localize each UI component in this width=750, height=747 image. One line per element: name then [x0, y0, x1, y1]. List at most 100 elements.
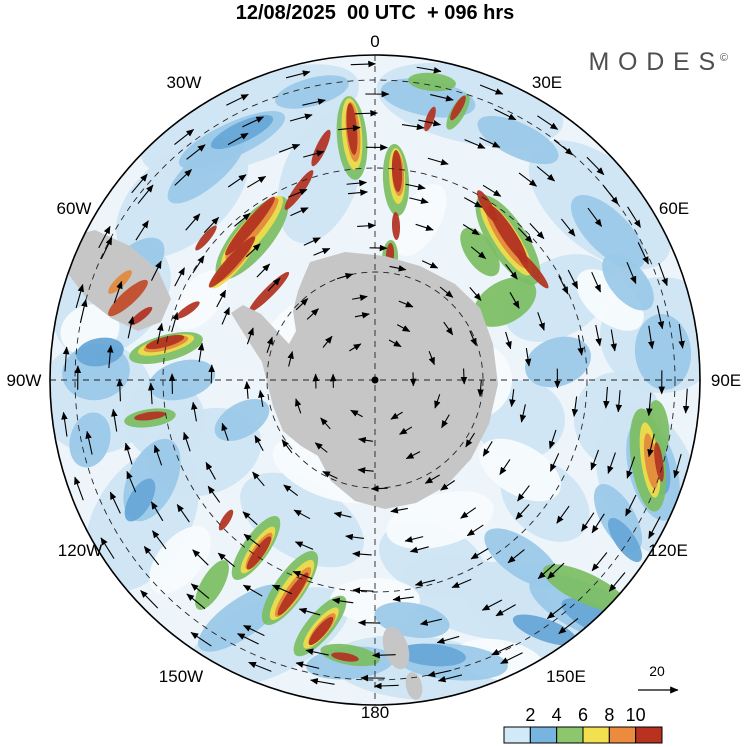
wind-arrow [190, 583, 210, 599]
wave-energy-blob [525, 336, 591, 388]
colorbar-tick-label: 2 [525, 705, 535, 725]
wind-arrow [390, 507, 408, 514]
wind-arrow [464, 139, 486, 149]
map-boundary-circle [49, 54, 701, 706]
longitude-label-30e: 30E [532, 73, 562, 92]
wind-arrow [242, 116, 265, 128]
wave-energy-blob [512, 614, 578, 646]
wind-arrow [558, 275, 569, 295]
longitude-label-30w: 30W [167, 73, 202, 92]
wave-energy-blob [408, 72, 456, 92]
wind-arrow [306, 308, 319, 320]
wind-arrow [234, 212, 251, 227]
wind-arrow [615, 390, 623, 413]
wind-arrow [470, 548, 489, 560]
wave-energy-blob [570, 194, 646, 270]
longitude-label-150e: 150E [546, 667, 586, 686]
wind-arrow [352, 550, 372, 558]
wind-arrow [482, 184, 502, 197]
wind-arrow [227, 132, 249, 146]
wind-arrow [243, 533, 261, 547]
colorbar-segment [503, 726, 531, 744]
wave-energy-blob [515, 249, 549, 289]
wave-energy-blob [391, 212, 401, 240]
wind-arrow [548, 429, 557, 449]
wind-arrow [505, 263, 518, 280]
wave-energy-blob [208, 236, 256, 288]
longitude-label-90w: 90W [7, 371, 42, 390]
wind-arrow [607, 452, 616, 474]
wind-arrow [587, 207, 603, 227]
wind-arrow [350, 409, 363, 418]
wind-arrow [509, 389, 516, 408]
wind-arrow [246, 327, 254, 345]
south-pole-dot [371, 376, 379, 384]
wind-arrow [298, 607, 321, 616]
wind-arrow [626, 261, 637, 285]
wind-arrow [333, 511, 352, 518]
reference-arrow-label: 20 [649, 663, 665, 679]
wind-arrow [427, 669, 452, 678]
wave-energy-blob [108, 279, 148, 317]
wind-arrow [517, 485, 530, 502]
wind-arrow [610, 329, 617, 352]
wind-arrow [479, 84, 504, 95]
wind-arrow [495, 604, 516, 617]
wind-arrow [192, 255, 205, 274]
wind-arrow [185, 213, 201, 231]
wind-arrow [529, 222, 545, 240]
wave-energy-blob [210, 115, 274, 149]
wind-arrow [682, 388, 690, 414]
wind-arrow [295, 661, 320, 669]
wind-arrow [258, 389, 265, 407]
longitude-label-180: 180 [361, 703, 389, 722]
wave-energy-blob [386, 491, 494, 549]
wind-arrow [221, 422, 229, 441]
colorbar-segment [582, 726, 610, 744]
wave-energy-blob [346, 103, 358, 155]
wave-energy-blob [398, 643, 466, 667]
wind-arrow [346, 179, 367, 187]
wave-energy-blob [479, 438, 561, 502]
wave-energy-blob [393, 183, 447, 257]
wind-arrow [537, 563, 556, 580]
wind-arrow [558, 618, 579, 635]
wind-arrow [244, 381, 251, 399]
wind-arrow [602, 185, 619, 205]
wind-arrow [79, 298, 88, 323]
colorbar-tick-label: 6 [578, 705, 588, 725]
wind-arrow [152, 530, 167, 550]
wind-arrow [392, 595, 414, 603]
wind-arrow [131, 173, 148, 194]
wind-arrow [547, 562, 565, 580]
wind-arrow [673, 453, 682, 479]
wave-energy-blob [186, 587, 350, 689]
wind-arrow [100, 537, 115, 559]
wind-arrow [292, 570, 313, 580]
wind-arrow [460, 368, 468, 385]
wind-arrow [637, 242, 649, 265]
wind-arrow [358, 436, 373, 444]
wind-arrow [208, 364, 215, 384]
wave-energy-blob [391, 150, 403, 192]
wind-arrow [322, 335, 333, 348]
wind-arrow [441, 414, 450, 429]
wind-arrow [507, 549, 525, 564]
new-zealand-south-landmass [405, 672, 423, 700]
wind-arrow [462, 224, 480, 236]
wind-arrow [278, 143, 301, 153]
wind-arrow [320, 417, 331, 430]
wind-arrow [126, 470, 137, 493]
wind-arrow [285, 70, 311, 79]
wind-arrow [415, 223, 434, 231]
wave-energy-blob [607, 517, 643, 563]
wind-arrow [603, 386, 610, 409]
wind-arrow [396, 324, 411, 333]
wind-arrow [399, 426, 413, 435]
wind-arrow [567, 269, 579, 290]
wind-arrow [581, 512, 595, 532]
wind-arrow [281, 439, 293, 454]
wind-arrow [398, 300, 414, 308]
wind-arrow [388, 339, 402, 348]
wind-arrow [469, 287, 482, 301]
